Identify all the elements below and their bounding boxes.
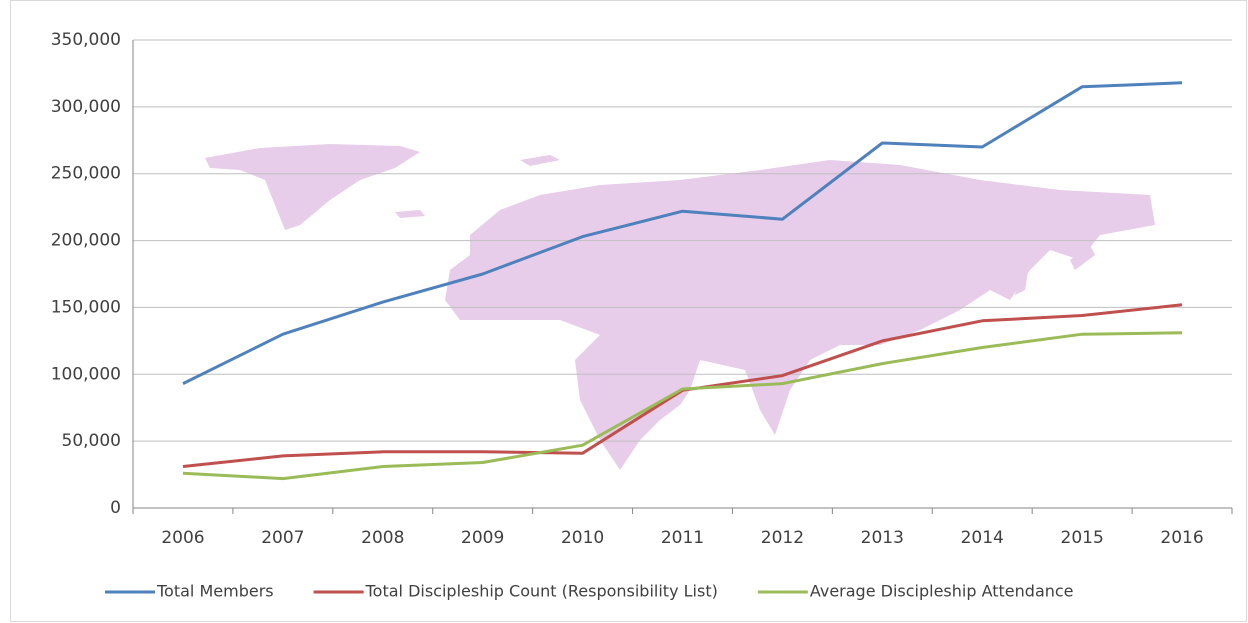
y-tick-label: 350,000 bbox=[51, 30, 121, 50]
x-tick-label: 2011 bbox=[661, 528, 704, 548]
y-tick-label: 250,000 bbox=[51, 164, 121, 184]
world-map-background bbox=[205, 144, 1155, 470]
y-tick-label: 50,000 bbox=[62, 431, 121, 451]
x-tick-label: 2016 bbox=[1160, 528, 1203, 548]
legend-label: Average Discipleship Attendance bbox=[810, 582, 1074, 601]
x-tick-label: 2014 bbox=[961, 528, 1004, 548]
legend-label: Total Discipleship Count (Responsibility… bbox=[365, 582, 718, 601]
y-tick-label: 150,000 bbox=[51, 297, 121, 317]
x-tick-label: 2013 bbox=[861, 528, 904, 548]
x-tick-label: 2007 bbox=[261, 528, 304, 548]
x-tick-label: 2008 bbox=[361, 528, 404, 548]
series-line bbox=[182, 81, 1183, 385]
x-tick-label: 2009 bbox=[461, 528, 504, 548]
x-tick-label: 2015 bbox=[1061, 528, 1104, 548]
y-tick-label: 300,000 bbox=[51, 97, 121, 117]
series-line bbox=[182, 331, 1183, 481]
y-tick-label: 0 bbox=[110, 498, 121, 518]
y-tick-label: 100,000 bbox=[51, 364, 121, 384]
x-tick-label: 2006 bbox=[161, 528, 204, 548]
x-tick-label: 2010 bbox=[561, 528, 604, 548]
x-tick-label: 2012 bbox=[761, 528, 804, 548]
legend-label: Total Members bbox=[156, 582, 274, 601]
y-tick-label: 200,000 bbox=[51, 231, 121, 251]
